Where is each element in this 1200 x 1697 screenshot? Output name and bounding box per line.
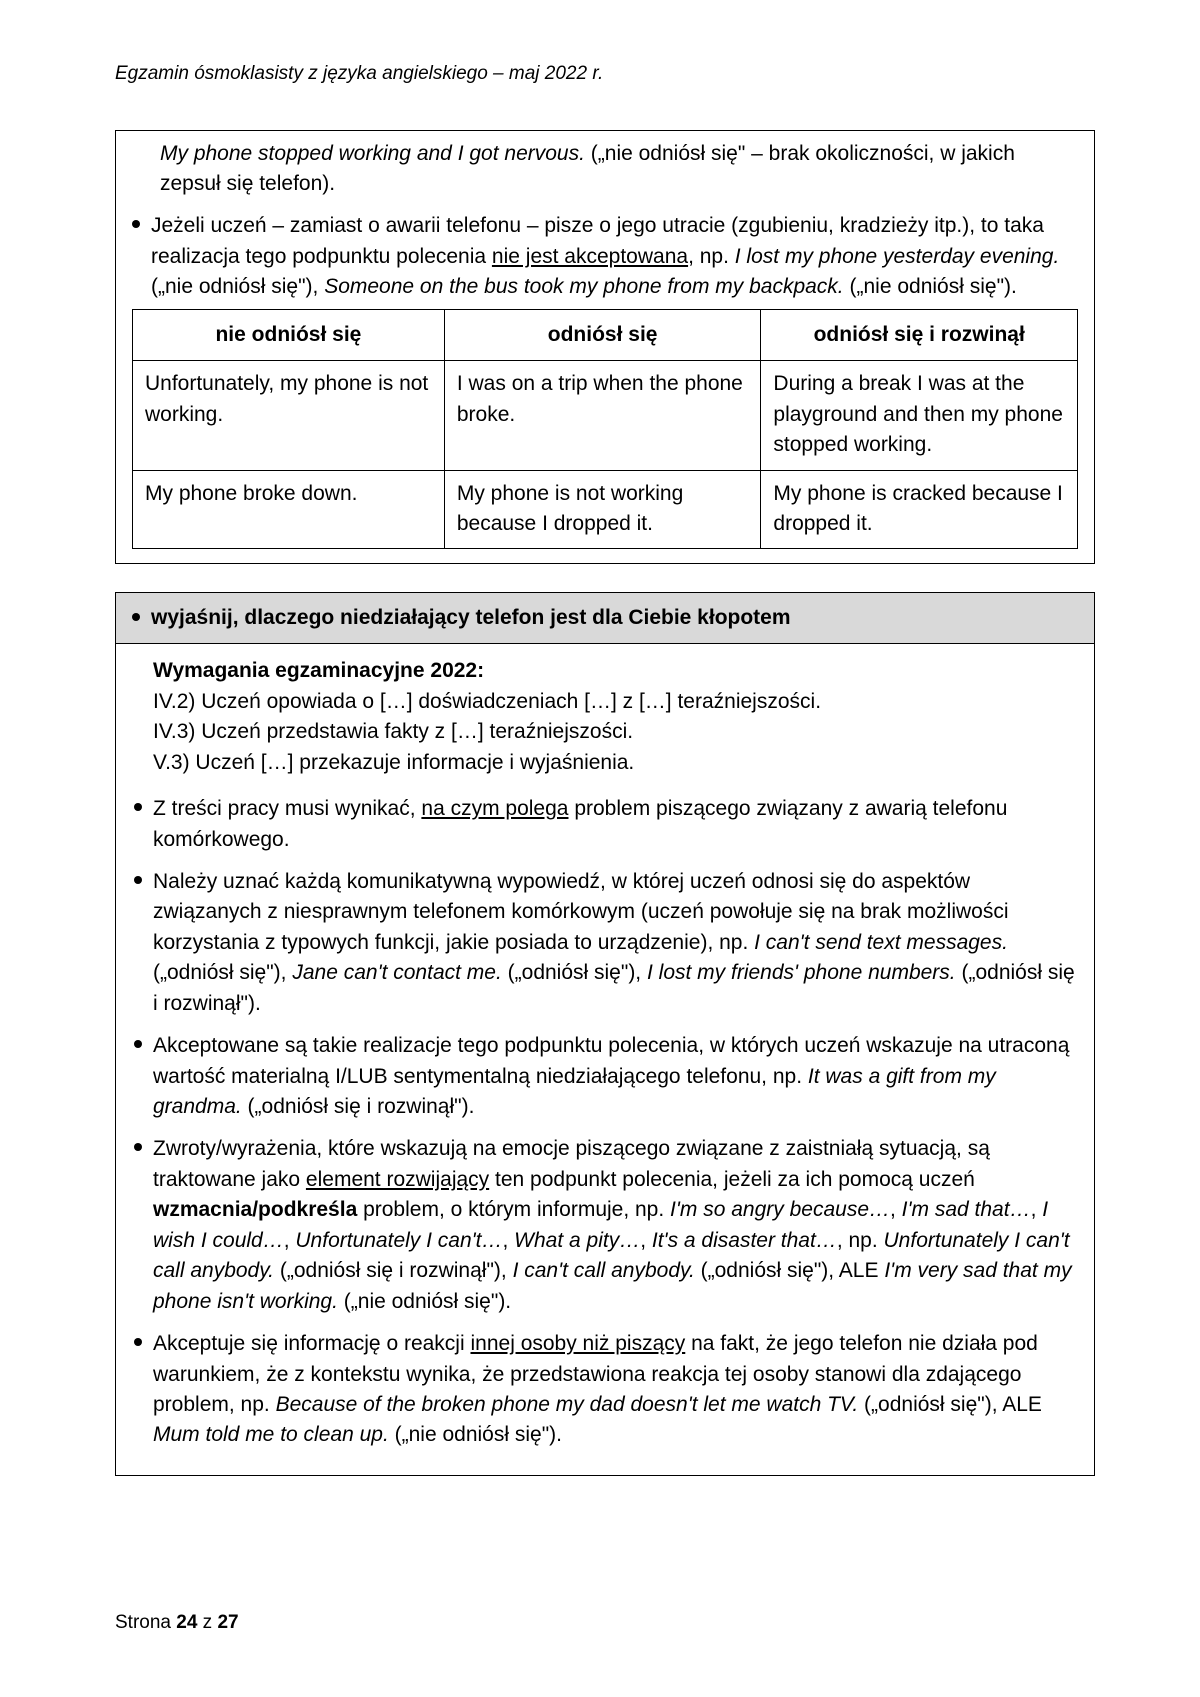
td-r2c1: My phone broke down. (133, 471, 445, 549)
comparison-table: nie odniósł się odniósł się odniósł się … (132, 309, 1078, 549)
t: Because of the broken phone my dad doesn… (276, 1393, 859, 1416)
box2-b3: Akceptowane są takie realizacje tego pod… (134, 1031, 1076, 1122)
t: Unfortunately I can't… (295, 1229, 502, 1252)
box-1: My phone stopped working and I got nervo… (115, 130, 1095, 564)
th-2: odniósł się (444, 309, 761, 360)
t: I'm sad that… (902, 1198, 1031, 1221)
t: („odniósł się i rozwinął"). (242, 1095, 475, 1118)
t: Akceptuje się informację o reakcji innej… (153, 1329, 1076, 1451)
t: Z treści pracy musi wynikać, na czym pol… (153, 794, 1076, 855)
t: („nie odniósł się"). (844, 275, 1017, 298)
t: element rozwijający (306, 1168, 489, 1191)
page-footer: Strona 24 z 27 (115, 1609, 239, 1637)
box2-b4: Zwroty/wyrażenia, które wskazują na emoc… (134, 1134, 1076, 1317)
th-3: odniósł się i rozwinął (761, 309, 1078, 360)
page-header: Egzamin ósmoklasisty z języka angielskie… (115, 60, 1095, 88)
t: , (284, 1229, 296, 1252)
t: Należy uznać każdą komunikatywną wypowie… (153, 867, 1076, 1019)
bullet-icon (134, 1040, 142, 1048)
t: („odniósł się"), (502, 961, 647, 984)
t: , (640, 1229, 652, 1252)
box1-para1-italic: My phone stopped working and I got nervo… (160, 142, 585, 165)
req-2: IV.3) Uczeń przedstawia fakty z […] tera… (153, 717, 1076, 747)
req-3: V.3) Uczeń […] przekazuje informacje i w… (153, 748, 1076, 778)
t: , (890, 1198, 902, 1221)
t: Akceptuje się informację o reakcji (153, 1332, 470, 1355)
t: wzmacnia/podkreśla (153, 1198, 357, 1221)
t: innej osoby niż piszący (470, 1332, 685, 1355)
t: („odniósł się"), (153, 961, 292, 984)
box-2: wyjaśnij, dlaczego niedziałający telefon… (115, 592, 1095, 1476)
page-number: 24 (176, 1612, 197, 1633)
t: („nie odniósł się"), (151, 275, 324, 298)
box2-title-row: wyjaśnij, dlaczego niedziałający telefon… (116, 593, 1094, 644)
t: Akceptowane są takie realizacje tego pod… (153, 1031, 1076, 1122)
t: („odniósł się"), ALE (858, 1393, 1042, 1416)
req-1: IV.2) Uczeń opowiada o […] doświadczenia… (153, 687, 1076, 717)
t: („nie odniósł się"). (338, 1290, 511, 1313)
box1-para1: My phone stopped working and I got nervo… (132, 139, 1078, 200)
t: Z treści pracy musi wynikać, (153, 797, 421, 820)
bullet-icon (134, 876, 142, 884)
box2-title: wyjaśnij, dlaczego niedziałający telefon… (151, 603, 791, 633)
box1-bullet-1-text: Jeżeli uczeń – zamiast o awarii telefonu… (151, 211, 1078, 302)
bullet-icon (132, 613, 140, 621)
box2-b2: Należy uznać każdą komunikatywną wypowie… (134, 867, 1076, 1019)
t: What a pity… (514, 1229, 640, 1252)
t: na czym polega (421, 797, 568, 820)
t: („nie odniósł się"). (389, 1423, 562, 1446)
td-r1c1: Unfortunately, my phone is not working. (133, 361, 445, 471)
t: It's a disaster that… (652, 1229, 837, 1252)
t: I can't call anybody. (513, 1259, 695, 1282)
th-1: nie odniósł się (133, 309, 445, 360)
t: Someone on the bus took my phone from my… (324, 275, 843, 298)
t: Zwroty/wyrażenia, które wskazują na emoc… (153, 1134, 1076, 1317)
td-r1c3: During a break I was at the playground a… (761, 361, 1078, 471)
t: I lost my friends' phone numbers. (647, 961, 956, 984)
box2-b5: Akceptuje się informację o reakcji innej… (134, 1329, 1076, 1451)
td-r2c3: My phone is cracked because I dropped it… (761, 471, 1078, 549)
t: ten podpunkt polecenia, jeżeli za ich po… (489, 1168, 975, 1191)
t: I can't send text messages. (754, 931, 1008, 954)
td-r1c2: I was on a trip when the phone broke. (444, 361, 761, 471)
t: , np. (688, 245, 735, 268)
t: Jane can't contact me. (292, 961, 501, 984)
t: I lost my phone yesterday evening. (735, 245, 1060, 268)
bullet-icon (134, 1338, 142, 1346)
t: („odniósł się i rozwinął"), (274, 1259, 513, 1282)
t: Strona (115, 1612, 176, 1633)
t: („odniósł się"), ALE (695, 1259, 885, 1282)
bullet-icon (134, 1143, 142, 1151)
box1-bullet-1: Jeżeli uczeń – zamiast o awarii telefonu… (132, 211, 1078, 302)
total-pages: 27 (217, 1612, 238, 1633)
t: I'm so angry because… (670, 1198, 890, 1221)
t: Mum told me to clean up. (153, 1423, 389, 1446)
t: problem, o którym informuje, np. (357, 1198, 670, 1221)
t: , (1031, 1198, 1043, 1221)
t: , np. (837, 1229, 884, 1252)
req-title: Wymagania egzaminacyjne 2022: (153, 656, 1076, 686)
t: z (197, 1612, 217, 1633)
t: nie jest akceptowana (492, 245, 688, 268)
box2-b1: Z treści pracy musi wynikać, na czym pol… (134, 794, 1076, 855)
box2-body: Wymagania egzaminacyjne 2022: IV.2) Ucze… (116, 644, 1094, 1475)
t: , (503, 1229, 515, 1252)
bullet-icon (134, 803, 142, 811)
td-r2c2: My phone is not working because I droppe… (444, 471, 761, 549)
bullet-icon (132, 220, 140, 228)
